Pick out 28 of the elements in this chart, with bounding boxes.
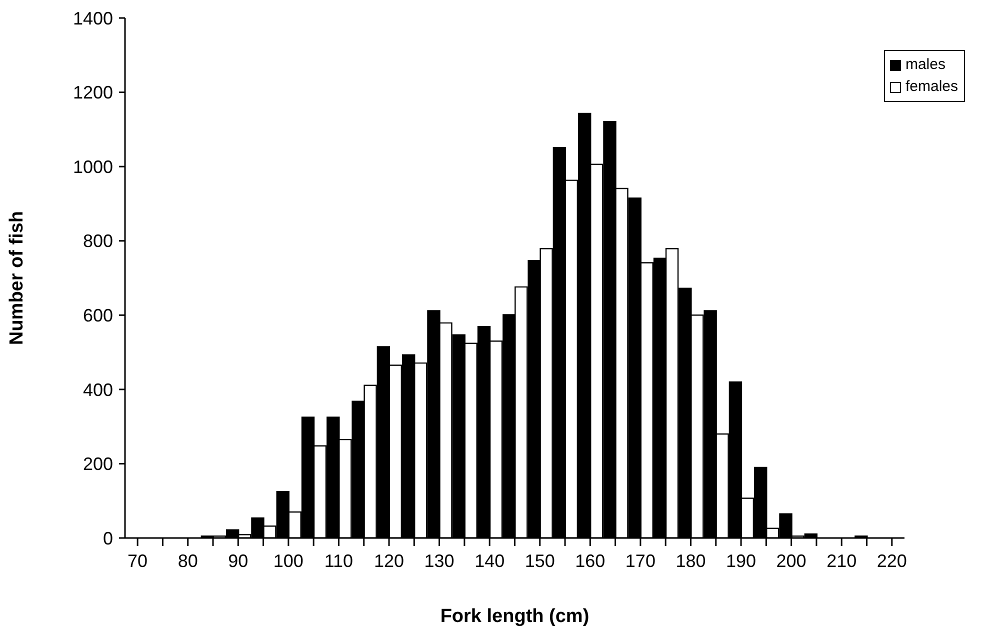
x-tick-label: 190 xyxy=(726,550,756,571)
x-tick-label: 220 xyxy=(876,550,907,571)
x-tick-label: 90 xyxy=(228,550,248,571)
y-tick-label: 1200 xyxy=(72,82,113,103)
y-tick-label: 800 xyxy=(82,231,113,252)
x-tick-label: 120 xyxy=(374,550,404,571)
x-tick-label: 100 xyxy=(273,550,304,571)
y-tick-label: 1400 xyxy=(72,8,113,28)
x-tick-label: 80 xyxy=(178,550,198,571)
legend-label: males xyxy=(905,55,946,75)
x-tick-label: 70 xyxy=(128,550,148,571)
x-tick-label: 110 xyxy=(324,550,354,571)
x-tick-label: 150 xyxy=(524,550,555,571)
x-tick-label: 210 xyxy=(826,550,857,571)
x-tick-label: 140 xyxy=(474,550,505,571)
y-tick-label: 200 xyxy=(82,454,113,474)
legend-label: females xyxy=(905,77,958,97)
x-tick-label: 170 xyxy=(625,550,656,571)
x-tick-label: 130 xyxy=(424,550,454,571)
y-axis-title: Number of fish xyxy=(6,210,28,346)
x-tick-label: 160 xyxy=(575,550,606,571)
y-tick-label: 600 xyxy=(82,306,113,326)
x-tick-label: 200 xyxy=(776,550,806,571)
x-axis-title: Fork length (cm) xyxy=(440,606,590,627)
y-tick-label: 400 xyxy=(82,380,113,400)
y-tick-label: 1000 xyxy=(72,156,113,177)
y-tick-label: 0 xyxy=(102,528,113,548)
x-tick-label: 180 xyxy=(676,550,706,571)
